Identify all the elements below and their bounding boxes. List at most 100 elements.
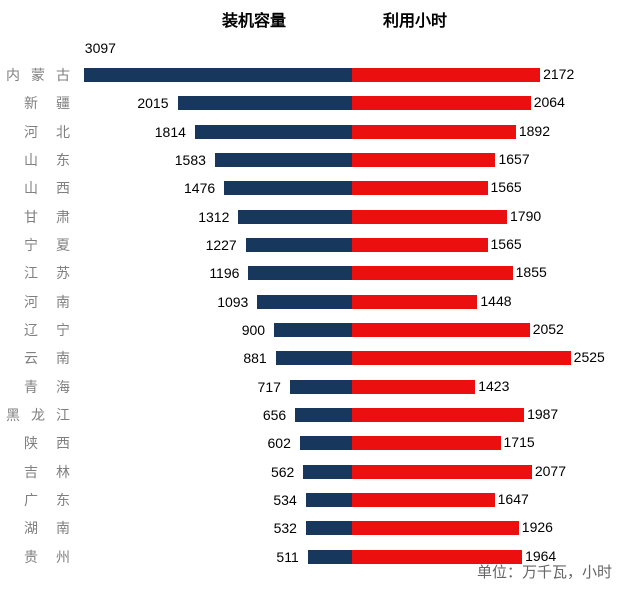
hours-value-label: 1926 xyxy=(521,519,553,536)
chart-row: 新疆 2015 2064 xyxy=(0,89,632,117)
chart-row: 陕 西 602 1715 xyxy=(0,429,632,457)
province-label-char: 西 xyxy=(56,180,70,197)
hours-value-label: 1964 xyxy=(525,547,557,564)
capacity-bar xyxy=(305,521,352,536)
province-label-char: 新 xyxy=(24,95,38,112)
province-label: 江苏 xyxy=(6,263,70,283)
province-label-char: 东 xyxy=(56,491,70,508)
hours-value-label: 1855 xyxy=(515,264,547,281)
province-label-char: 古 xyxy=(56,67,70,83)
province-label-char: 黑 xyxy=(6,406,20,423)
hours-bar xyxy=(352,181,488,196)
left-series-title: 装机容量 xyxy=(222,13,287,30)
province-label-char: 北 xyxy=(56,123,70,140)
capacity-bar xyxy=(289,379,352,394)
capacity-value-label: 1476 xyxy=(184,180,216,197)
chart-row: 黑龙江 656 1987 xyxy=(0,401,632,429)
province-label-char: 山 xyxy=(24,180,38,197)
capacity-value-label: 900 xyxy=(241,321,266,338)
province-label-char: 疆 xyxy=(56,95,70,112)
capacity-bar xyxy=(295,407,352,422)
province-label: 贵州 xyxy=(6,547,70,567)
province-label-char: 吉 xyxy=(24,463,38,480)
hours-value-label: 1448 xyxy=(480,292,512,309)
capacity-bar xyxy=(257,294,352,309)
unit-note: 单位：万千瓦，小时 xyxy=(476,564,612,581)
province-label-char: 东 xyxy=(56,151,70,168)
capacity-bar xyxy=(194,124,352,139)
capacity-bar xyxy=(248,266,352,281)
capacity-bar xyxy=(299,436,352,451)
capacity-bar xyxy=(274,322,352,337)
province-label-char: 西 xyxy=(56,435,70,452)
province-label-char: 山 xyxy=(24,151,38,168)
chart-row: 河北 1814 1892 xyxy=(0,118,632,146)
province-label-char: 贵 xyxy=(24,548,38,565)
province-label-char: 河 xyxy=(24,293,38,310)
chart-row: 辽宁 900 2052 xyxy=(0,316,632,344)
province-label: 湖南 xyxy=(6,518,70,538)
province-label-char: 青 xyxy=(24,378,38,395)
province-label: 辽宁 xyxy=(6,320,70,340)
capacity-value-label: 1312 xyxy=(198,208,230,225)
capacity-value-label: 562 xyxy=(270,463,295,480)
hours-bar xyxy=(352,492,495,507)
chart-row: 内蒙古 3097 2172 xyxy=(0,40,632,89)
hours-value-label: 1892 xyxy=(518,122,550,139)
capacity-value-label: 3097 xyxy=(84,40,116,56)
hours-value-label: 1647 xyxy=(497,490,529,507)
hours-bar xyxy=(352,322,530,337)
hours-value-label: 1565 xyxy=(490,179,522,196)
capacity-bar xyxy=(275,351,352,366)
capacity-value-label: 602 xyxy=(267,435,291,452)
province-label-char: 广 xyxy=(24,491,38,508)
province-label-char: 海 xyxy=(56,378,70,395)
province-label: 黑龙江 xyxy=(6,405,70,425)
province-label: 云南 xyxy=(6,348,70,368)
capacity-bar xyxy=(83,68,352,82)
province-label-char: 江 xyxy=(24,265,38,282)
chart-row: 贵州 511 1964 xyxy=(0,543,632,571)
capacity-bar xyxy=(305,492,352,507)
province-label: 新疆 xyxy=(6,93,70,113)
hours-bar xyxy=(352,124,516,139)
capacity-bar xyxy=(303,464,352,479)
hours-value-label: 2064 xyxy=(533,94,565,111)
province-label: 青海 xyxy=(6,377,70,397)
province-label: 河南 xyxy=(6,292,70,312)
province-label-char: 宁 xyxy=(24,236,38,253)
hours-bar xyxy=(352,152,496,167)
hours-value-label: 2172 xyxy=(543,66,575,82)
capacity-value-label: 1196 xyxy=(209,265,240,282)
hours-value-label: 1423 xyxy=(478,377,510,394)
province-label-char: 龙 xyxy=(31,406,45,423)
hours-bar xyxy=(352,237,488,252)
province-label: 山西 xyxy=(6,178,70,198)
chart-row: 河南 1093 1448 xyxy=(0,288,632,316)
hours-value-label: 1657 xyxy=(498,150,530,167)
hours-bar xyxy=(352,294,478,309)
hours-bar xyxy=(352,266,513,281)
chart-row: 云南 881 2525 xyxy=(0,344,632,372)
province-label-char: 陕 xyxy=(24,435,38,452)
province-label: 内蒙古 xyxy=(6,65,70,85)
hours-value-label: 1715 xyxy=(503,434,535,451)
province-label-char: 河 xyxy=(24,123,38,140)
capacity-bar xyxy=(238,209,352,224)
capacity-value-label: 2015 xyxy=(137,95,169,112)
province-label-char: 蒙 xyxy=(31,67,45,83)
chart-row: 甘肃 1312 1790 xyxy=(0,203,632,231)
province-label-char: 甘 xyxy=(24,208,38,225)
province-label-char: 南 xyxy=(56,293,70,310)
hours-value-label: 1565 xyxy=(490,235,522,252)
province-label-char: 湖 xyxy=(24,520,38,537)
hours-bar xyxy=(352,464,532,479)
province-label-char: 夏 xyxy=(56,236,70,253)
capacity-value-label: 656 xyxy=(262,406,287,423)
hours-bar xyxy=(352,436,501,451)
province-label-char: 南 xyxy=(56,520,70,537)
province-label-char: 林 xyxy=(56,463,70,480)
hours-bar xyxy=(352,96,531,111)
